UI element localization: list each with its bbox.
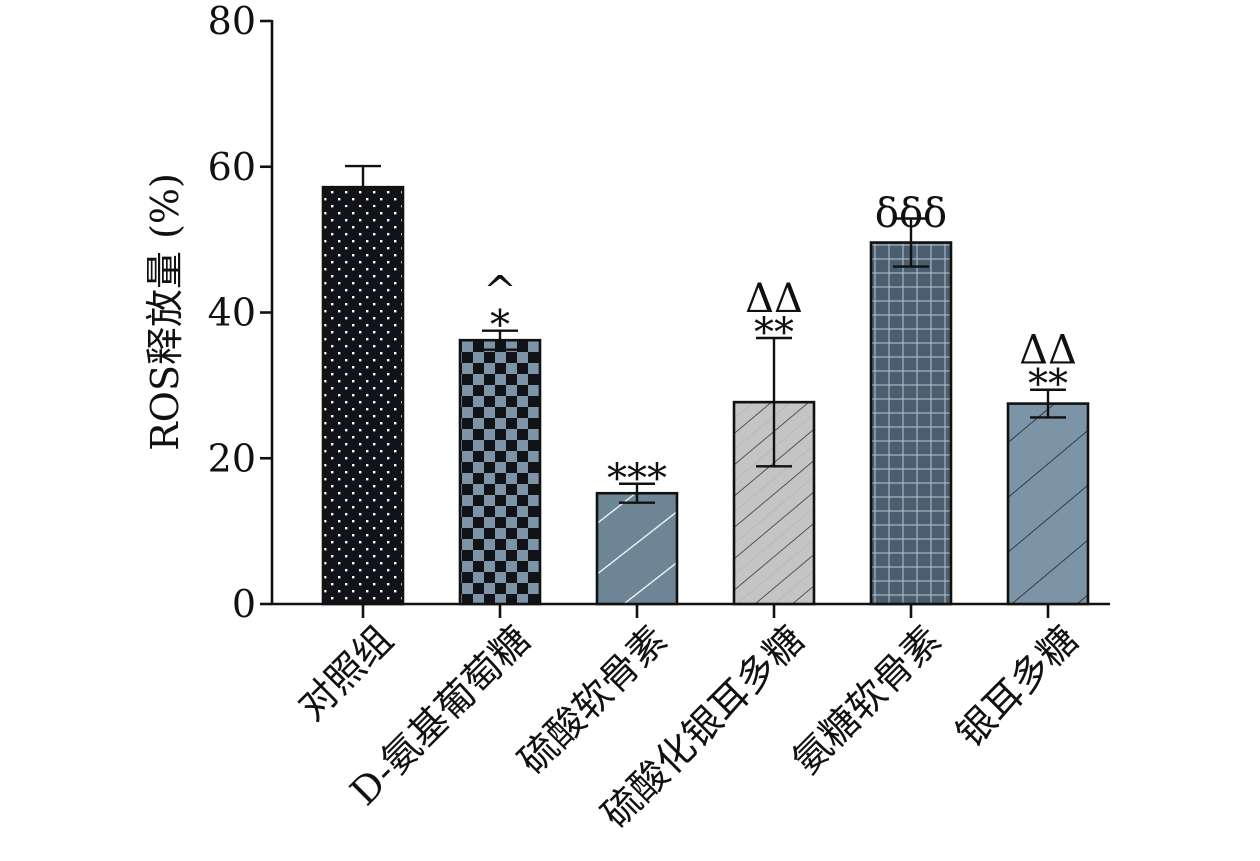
significance-mark: δδδ (875, 190, 947, 236)
y-axis-label: ROS释放量 (%) (143, 173, 187, 451)
significance-mark: ** (754, 310, 794, 356)
bar (1006, 402, 1090, 606)
y-tick-label: 80 (208, 0, 256, 43)
bar (321, 185, 405, 606)
significance-mark: *** (607, 456, 667, 502)
bar (458, 338, 542, 606)
significance-mark: * (490, 303, 510, 349)
significance-mark: ** (1028, 362, 1068, 408)
significance-mark: ^ (483, 269, 517, 315)
bar (869, 241, 953, 606)
y-tick-label: 0 (232, 582, 256, 626)
bar (732, 400, 816, 606)
bars (321, 185, 1090, 606)
y-tick-label: 20 (208, 436, 256, 480)
y-tick-label: 60 (208, 145, 256, 189)
bar (595, 491, 679, 606)
category-label: 银耳多糖 (948, 617, 1087, 756)
y-axis: 0 20 40 60 80 (208, 0, 274, 626)
category-label: 氨糖软骨素 (784, 617, 949, 782)
error-bars (345, 164, 1066, 504)
y-tick-label: 40 (208, 291, 256, 335)
category-label: 对照组 (290, 617, 402, 729)
x-axis (271, 602, 1110, 618)
significance-mark: ΔΔ (1019, 328, 1077, 374)
significance-mark: ΔΔ (745, 276, 803, 322)
